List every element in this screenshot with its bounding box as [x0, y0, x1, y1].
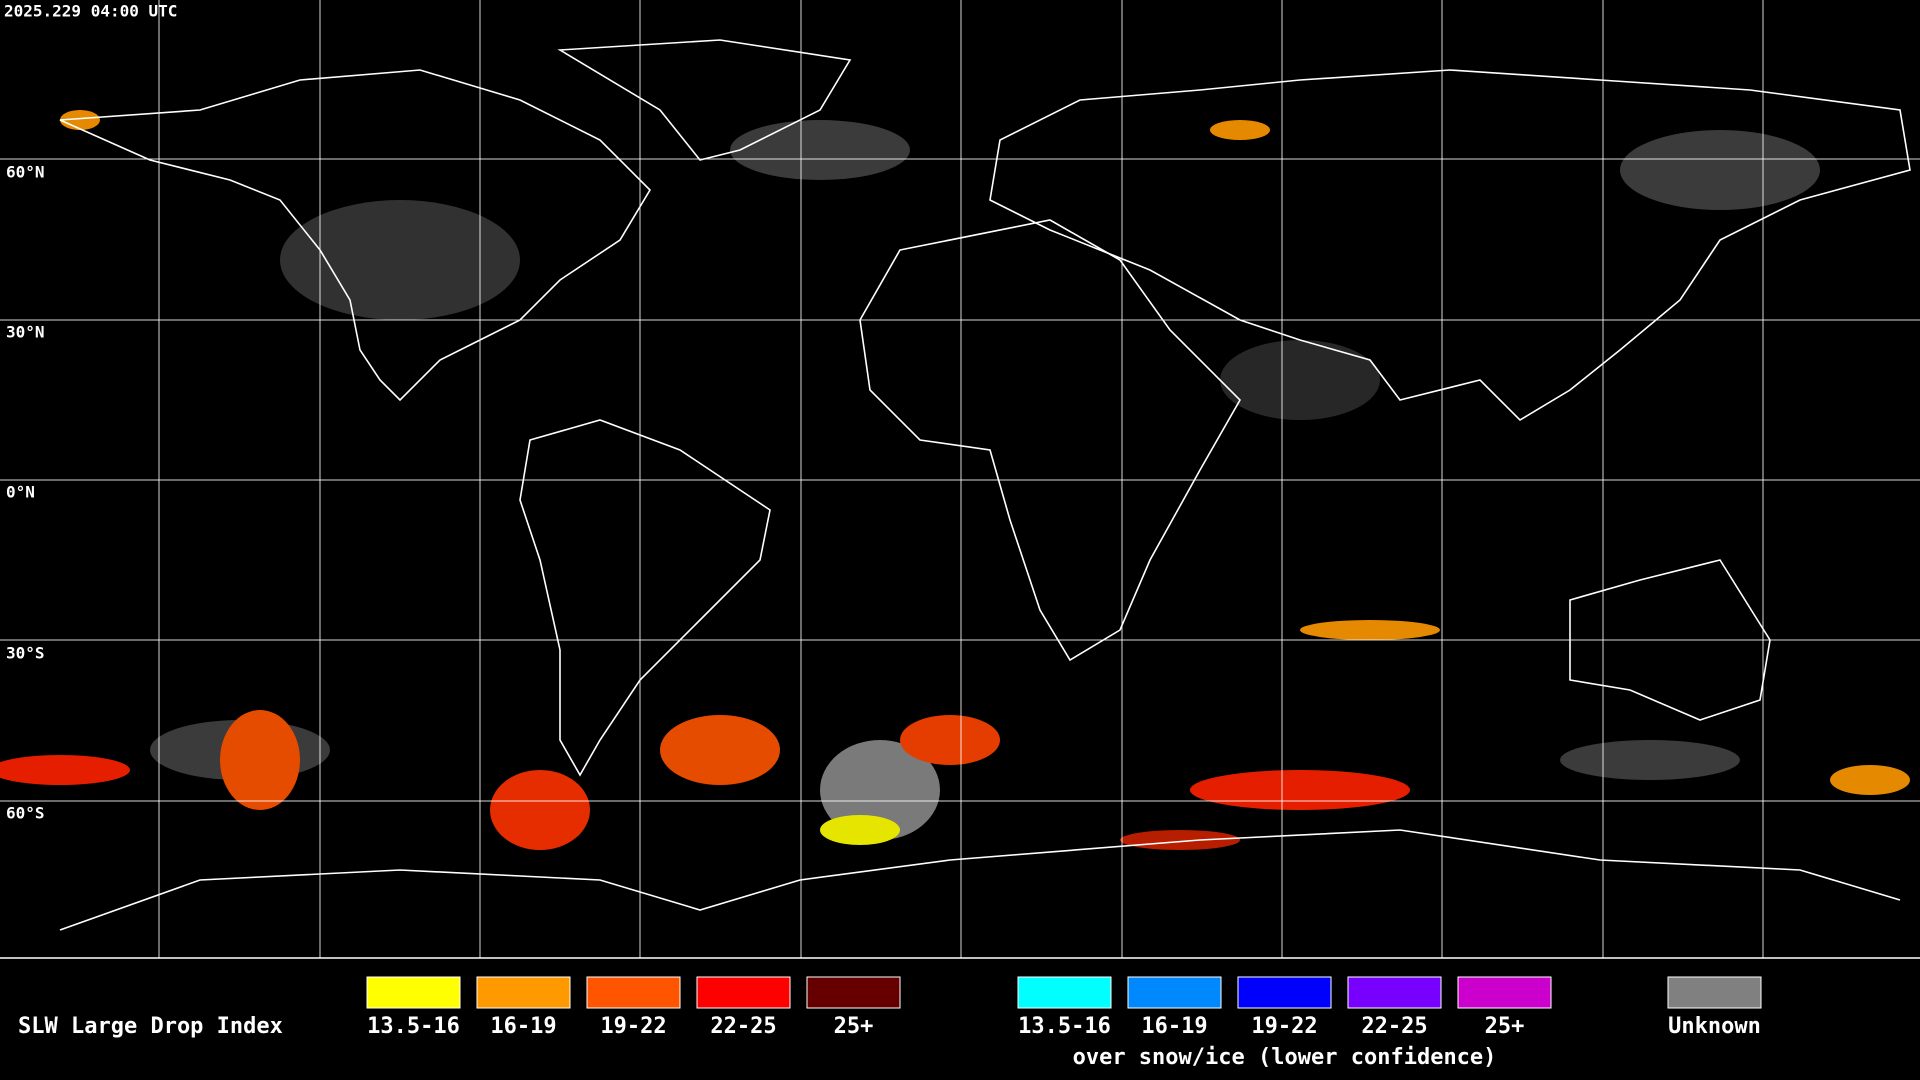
- legend-label: 19-22: [600, 1014, 666, 1039]
- legend-swatch: [696, 976, 791, 1009]
- drop-patch: [900, 715, 1000, 765]
- legend-swatch: [1237, 976, 1332, 1009]
- drop-patch: [1210, 120, 1270, 140]
- legend-label: 19-22: [1251, 1014, 1317, 1039]
- coastline: [859, 219, 1241, 662]
- coastline: [1569, 559, 1771, 721]
- coastline: [519, 419, 771, 777]
- unknown-patch: [1220, 340, 1380, 420]
- legend-label: 13.5-16: [1018, 1014, 1111, 1039]
- coastline: [557, 39, 852, 161]
- coastline: [59, 829, 1901, 931]
- legend-label: 25+: [1485, 1014, 1525, 1039]
- graticule: [0, 0, 1920, 958]
- legend-swatch: [1667, 976, 1762, 1009]
- legend-label: 22-25: [710, 1014, 776, 1039]
- legend-swatch: [1127, 976, 1222, 1009]
- drop-patch: [1830, 765, 1910, 795]
- legend-title: SLW Large Drop Index: [18, 1014, 283, 1039]
- legend-label: 22-25: [1361, 1014, 1427, 1039]
- legend-caption: over snow/ice (lower confidence): [1073, 1045, 1497, 1070]
- latitude-label: 0°N: [6, 483, 35, 502]
- drop-patch: [660, 715, 780, 785]
- unknown-patch: [1620, 130, 1820, 210]
- legend-swatch: [806, 976, 901, 1009]
- legend-label: 13.5-16: [367, 1014, 460, 1039]
- unknown-patch: [280, 200, 520, 320]
- drop-patch: [1190, 770, 1410, 810]
- drop-patch: [820, 815, 900, 845]
- drop-patch: [0, 755, 130, 785]
- legend-swatch: [1457, 976, 1552, 1009]
- unknown-patch: [820, 740, 940, 840]
- legend-swatch: [586, 976, 681, 1009]
- cloud-patches: [0, 110, 1910, 850]
- latitude-label: 30°S: [6, 644, 45, 663]
- drop-patch: [1120, 830, 1240, 850]
- latitude-label: 60°N: [6, 163, 45, 182]
- drop-patch: [490, 770, 590, 850]
- legend-label: Unknown: [1668, 1014, 1761, 1039]
- legend-label: 16-19: [490, 1014, 556, 1039]
- legend-label: 16-19: [1141, 1014, 1207, 1039]
- unknown-patch: [1560, 740, 1740, 780]
- unknown-patch: [730, 120, 910, 180]
- timestamp: 2025.229 04:00 UTC: [4, 2, 177, 21]
- legend-swatch: [1017, 976, 1112, 1009]
- latitude-label: 60°S: [6, 804, 45, 823]
- drop-patch: [1300, 620, 1440, 640]
- legend-swatch: [1347, 976, 1442, 1009]
- latitude-label: 30°N: [6, 323, 45, 342]
- legend-swatch: [366, 976, 461, 1009]
- legend-swatch: [476, 976, 571, 1009]
- drop-patch: [220, 710, 300, 810]
- legend-label: 25+: [834, 1014, 874, 1039]
